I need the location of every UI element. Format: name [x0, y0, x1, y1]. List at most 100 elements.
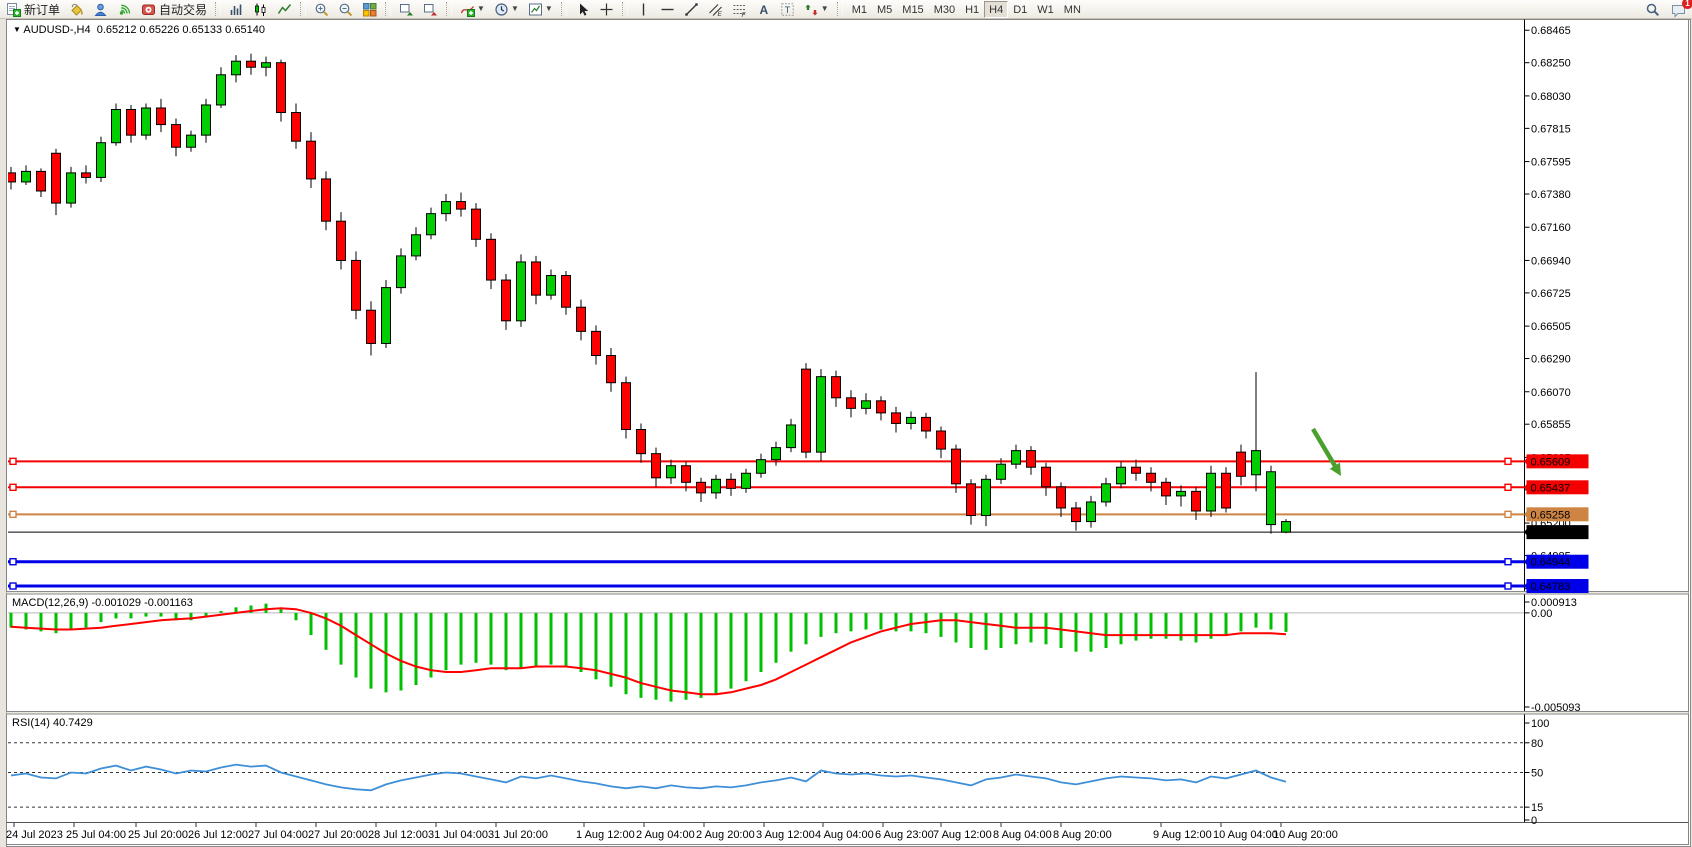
price-tick-label: 0.66290 [1531, 354, 1571, 366]
price-tick-label: 0.67380 [1531, 189, 1571, 201]
date-tick-label: 8 Aug 04:00 [993, 829, 1052, 841]
candle [846, 397, 856, 409]
timeframe-M15[interactable]: M15 [897, 1, 928, 18]
timeframe-M30[interactable]: M30 [929, 1, 960, 18]
price-tick-label: 0.66070 [1531, 387, 1571, 399]
chevron-down-icon: ▼ [510, 4, 519, 13]
fibonacci-button[interactable]: F [728, 1, 751, 18]
equidistant-channel-icon: E [708, 2, 723, 17]
horizontal-line-button[interactable] [656, 1, 679, 18]
candle [276, 62, 286, 114]
chart-style-button[interactable] [65, 1, 88, 18]
profile-icon [93, 2, 108, 17]
timeframe-D1[interactable]: D1 [1008, 1, 1032, 18]
timeframe-H4[interactable]: H4 [984, 1, 1009, 19]
candle [51, 152, 61, 204]
arrow-annotation[interactable] [1311, 427, 1341, 476]
toolbar-separator [215, 2, 222, 16]
price-line-label-0.65140: 0.65140 [1531, 527, 1571, 539]
line-handle[interactable] [1504, 483, 1512, 492]
candle [411, 234, 421, 257]
candle [201, 104, 211, 136]
candle [576, 306, 586, 332]
timeframe-MN[interactable]: MN [1059, 1, 1086, 18]
candle [1146, 472, 1156, 483]
line-handle[interactable] [9, 582, 17, 590]
candle [516, 261, 526, 322]
date-tick-label: 2 Aug 04:00 [636, 829, 695, 841]
candle [1086, 501, 1096, 523]
pane-separator[interactable] [6, 591, 1689, 595]
arrows-icon [804, 2, 819, 17]
crosshair-button[interactable] [595, 1, 618, 18]
tile-windows-button[interactable] [358, 1, 381, 18]
svg-text:T: T [785, 5, 791, 15]
date-tick-label: 3 Aug 12:00 [756, 829, 815, 841]
chart-shift-button[interactable] [419, 1, 442, 18]
periods-button[interactable]: ▼ [490, 1, 523, 18]
date-tick-label: 2 Aug 20:00 [696, 829, 755, 841]
price-tick-label: 0.68250 [1531, 58, 1571, 70]
line-handle[interactable] [9, 558, 17, 566]
candle [936, 430, 946, 450]
channel-button[interactable]: E [704, 1, 727, 18]
candle-chart-button[interactable] [249, 1, 272, 18]
timeframe-W1[interactable]: W1 [1032, 1, 1059, 18]
line-handle[interactable] [1504, 457, 1512, 466]
pane-separator[interactable] [6, 711, 1689, 715]
line-handle[interactable] [9, 457, 17, 466]
candle [8, 172, 16, 183]
price-tick-label: 0.67160 [1531, 222, 1571, 234]
fibonacci-icon: F [732, 2, 747, 17]
candle [96, 142, 106, 178]
candle [921, 416, 931, 432]
text-button[interactable]: A [752, 1, 775, 18]
signals-button[interactable] [113, 1, 136, 18]
candle [501, 279, 511, 322]
new-order-button[interactable]: 新订单 [2, 1, 64, 18]
line-handle[interactable] [1504, 582, 1512, 590]
vertical-line-button[interactable] [632, 1, 655, 18]
candle [366, 309, 376, 344]
search-icon [1645, 2, 1660, 17]
templates-button[interactable]: ▼ [524, 1, 557, 18]
text-label-button[interactable]: T [776, 1, 799, 18]
cursor-button[interactable] [571, 1, 594, 18]
candle [231, 60, 241, 76]
price-tick-label: 0.65855 [1531, 419, 1571, 431]
auto-scroll-icon [399, 2, 414, 17]
line-chart-button[interactable] [273, 1, 296, 18]
candle [1251, 450, 1261, 476]
bar-chart-button[interactable] [225, 1, 248, 18]
line-handle[interactable] [1504, 558, 1512, 566]
candle [891, 412, 901, 424]
profile-button[interactable] [89, 1, 112, 18]
timeframe-H1[interactable]: H1 [960, 1, 984, 18]
search-button[interactable] [1641, 1, 1664, 18]
candle [351, 259, 361, 311]
line-handle[interactable] [9, 483, 17, 492]
zoom-out-button[interactable] [334, 1, 357, 18]
arrows-button[interactable]: ▼ [800, 1, 833, 18]
trendline-button[interactable] [680, 1, 703, 18]
line-handle[interactable] [9, 510, 17, 519]
candle [1056, 486, 1066, 509]
candle [696, 481, 706, 494]
candle [756, 459, 766, 474]
candle [861, 400, 871, 409]
indicators-button[interactable]: ▼ [456, 1, 489, 18]
zoom-in-button[interactable] [310, 1, 333, 18]
timeframe-M1[interactable]: M1 [847, 1, 872, 18]
candle [306, 140, 316, 180]
candle [216, 74, 226, 106]
candle [801, 368, 811, 453]
date-tick-label: 10 Aug 20:00 [1273, 829, 1338, 841]
autotrade-button[interactable]: 自动交易 [137, 1, 211, 18]
crosshair-icon [599, 2, 614, 17]
paint-bucket-icon [69, 2, 84, 17]
macd-signal-line [10, 607, 1287, 696]
line-handle[interactable] [1504, 510, 1512, 519]
horizontal-line-icon [660, 2, 675, 17]
timeframe-M5[interactable]: M5 [872, 1, 897, 18]
auto-scroll-button[interactable] [395, 1, 418, 18]
